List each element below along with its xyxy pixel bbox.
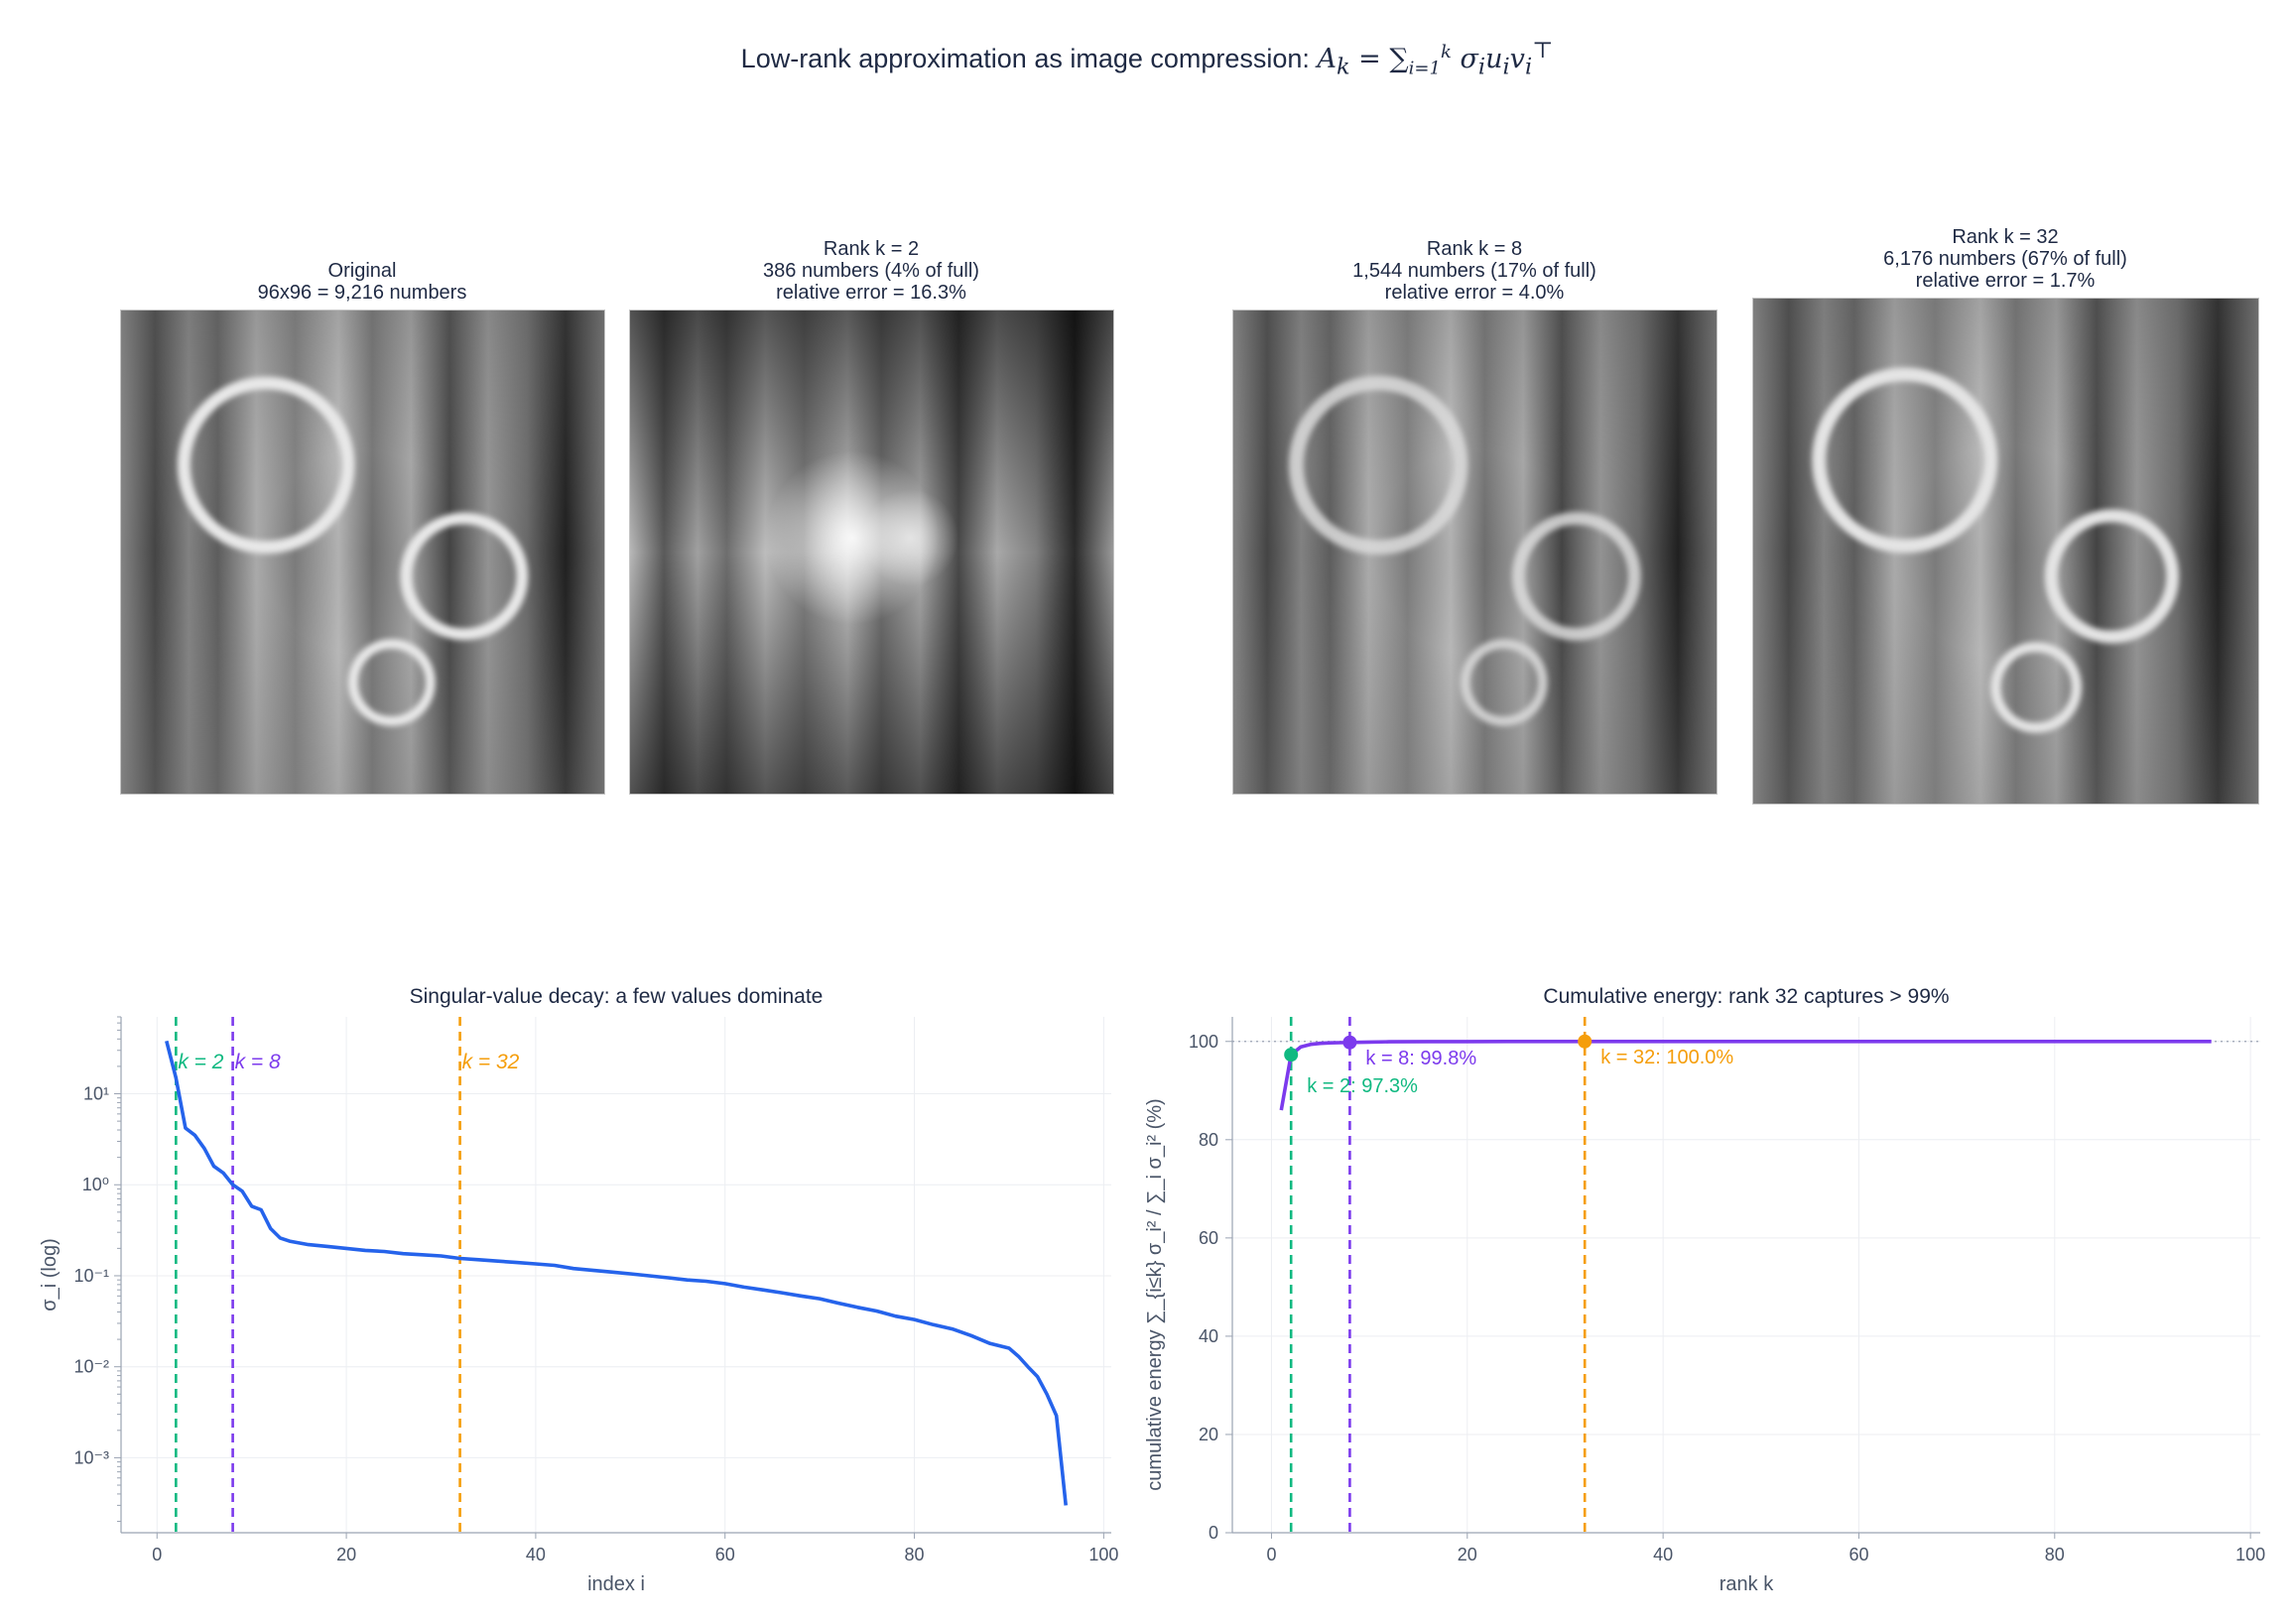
- cumulative-energy-series: [1279, 1040, 2212, 1111]
- panel-title-line: Rank k = 2: [823, 238, 920, 260]
- rank-marker-label: k = 32: 100.0%: [1600, 1047, 1733, 1068]
- panel-subtitle-line: 96x96 = 9,216 numbers: [257, 282, 467, 304]
- image-original: [120, 310, 605, 795]
- panel-error-line: relative error = 1.7%: [1915, 270, 2096, 292]
- rank-marker-label: k = 32: [462, 1051, 520, 1073]
- y-tick-label: 10¹: [83, 1084, 109, 1104]
- x-tick-label: 20: [1458, 1545, 1477, 1564]
- x-tick-label: 80: [905, 1545, 925, 1564]
- x-tick-label: 0: [152, 1545, 162, 1564]
- y-tick-label: 100: [1189, 1032, 1218, 1052]
- x-tick-label: 0: [1266, 1545, 1276, 1564]
- panel-subtitle-line: 386 numbers (4% of full): [763, 260, 979, 282]
- figure-suptitle: Low-rank approximation as image compress…: [0, 38, 2294, 79]
- x-tick-label: 20: [336, 1545, 356, 1564]
- panel-subtitle-line: 6,176 numbers (67% of full): [1883, 248, 2127, 270]
- panel-error-line: relative error = 4.0%: [1384, 282, 1565, 304]
- y-tick-label: 60: [1199, 1228, 1218, 1248]
- panel-title-rank8: Rank k = 8 1,544 numbers (17% of full) r…: [1231, 238, 1718, 304]
- x-axis-label: rank k: [1720, 1573, 1774, 1595]
- rank-marker-point: [1284, 1048, 1299, 1062]
- chart-title-energy: Cumulative energy: rank 32 captures > 99…: [1543, 985, 1950, 1008]
- rank-marker-label: k = 8: [235, 1051, 281, 1073]
- x-tick-label: 80: [2045, 1545, 2065, 1564]
- x-tick-label: 100: [2235, 1545, 2265, 1564]
- suptitle-text: Low-rank approximation as image compress…: [740, 44, 1318, 73]
- panel-title-original: Original 96x96 = 9,216 numbers: [119, 260, 605, 304]
- y-tick-label: 10⁰: [82, 1175, 109, 1194]
- suptitle-formula: Ak = ∑i=1k σiuivi⊤: [1317, 38, 1554, 80]
- y-tick-label: 20: [1199, 1425, 1218, 1444]
- x-tick-label: 40: [526, 1545, 546, 1564]
- panel-error-line: relative error = 16.3%: [776, 282, 966, 304]
- rank-marker-point: [1578, 1034, 1593, 1049]
- y-tick-label: 10⁻³: [73, 1447, 109, 1467]
- y-tick-label: 80: [1199, 1130, 1218, 1150]
- panel-title-rank32: Rank k = 32 6,176 numbers (67% of full) …: [1752, 226, 2258, 292]
- panel-title-line: Rank k = 8: [1426, 238, 1523, 260]
- y-tick-label: 0: [1209, 1523, 1218, 1543]
- y-tick-label: 40: [1199, 1326, 1218, 1346]
- rank-marker-label: k = 8: 99.8%: [1365, 1048, 1476, 1069]
- y-tick-label: 10⁻²: [73, 1357, 109, 1377]
- panel-subtitle-line: 1,544 numbers (17% of full): [1352, 260, 1596, 282]
- y-axis-label: cumulative energy ∑_{i≤k} σ_i² / ∑_i σ_i…: [1144, 1098, 1166, 1490]
- panel-title-line: Rank k = 32: [1952, 226, 2059, 248]
- image-rank-2: [629, 310, 1114, 795]
- rank-marker-point: [1342, 1035, 1357, 1050]
- x-tick-label: 100: [1088, 1545, 1118, 1564]
- singular-value-chart: 0 20 40 60 80 100 10¹ 10⁰ 10⁻¹ 10⁻² 10⁻³ index i σ_i…: [39, 1016, 1118, 1595]
- cumulative-energy-chart: 0 20 40 60 80 100 0 20 40 60 80 100 rank k cumulative…: [1144, 1017, 2265, 1595]
- panel-title-line: Original: [327, 260, 397, 282]
- x-tick-label: 60: [715, 1545, 735, 1564]
- singular-value-series: [165, 1040, 1068, 1506]
- x-tick-label: 60: [1848, 1545, 1868, 1564]
- rank-marker-label: k = 2: 97.3%: [1307, 1075, 1418, 1097]
- y-tick-label: 10⁻¹: [73, 1266, 109, 1286]
- panel-title-rank2: Rank k = 2 386 numbers (4% of full) rela…: [628, 238, 1114, 304]
- image-rank-32: [1752, 298, 2259, 805]
- image-rank-8: [1232, 310, 1718, 795]
- x-tick-label: 40: [1653, 1545, 1673, 1564]
- chart-title-decay: Singular-value decay: a few values domin…: [409, 985, 824, 1008]
- x-axis-label: index i: [587, 1573, 645, 1595]
- y-axis-label: σ_i (log): [39, 1238, 61, 1311]
- rank-marker-label: k = 2: [178, 1051, 223, 1073]
